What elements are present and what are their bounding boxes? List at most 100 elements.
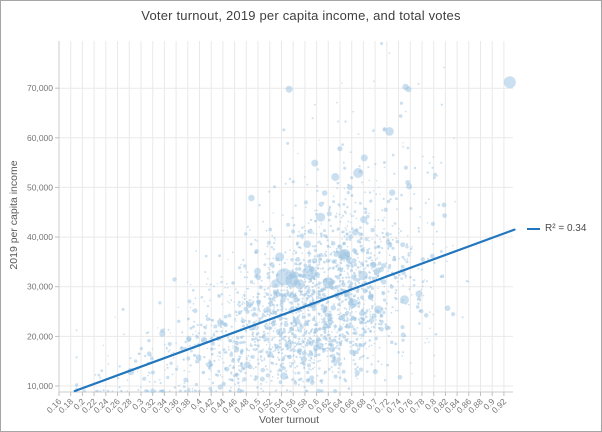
scatter-point[interactable] xyxy=(305,378,310,383)
scatter-point[interactable] xyxy=(374,219,376,221)
scatter-point[interactable] xyxy=(401,355,404,357)
scatter-point[interactable] xyxy=(379,238,381,240)
scatter-point[interactable] xyxy=(269,305,272,308)
scatter-point[interactable] xyxy=(318,252,323,257)
scatter-point[interactable] xyxy=(336,181,340,185)
scatter-point[interactable] xyxy=(419,309,424,314)
scatter-point[interactable] xyxy=(349,297,353,301)
scatter-point[interactable] xyxy=(284,182,287,185)
scatter-point[interactable] xyxy=(341,279,345,283)
scatter-point[interactable] xyxy=(357,347,361,351)
scatter-point[interactable] xyxy=(359,241,362,244)
scatter-point[interactable] xyxy=(326,211,332,217)
scatter-point[interactable] xyxy=(357,301,361,305)
scatter-point[interactable] xyxy=(435,230,438,233)
scatter-point[interactable] xyxy=(285,317,288,321)
scatter-point[interactable] xyxy=(422,294,425,297)
scatter-point[interactable] xyxy=(372,354,374,356)
scatter-point[interactable] xyxy=(337,203,341,207)
scatter-point[interactable] xyxy=(331,243,333,246)
scatter-point[interactable] xyxy=(279,309,282,311)
scatter-point[interactable] xyxy=(234,318,237,320)
scatter-point[interactable] xyxy=(272,289,277,293)
scatter-point[interactable] xyxy=(210,341,216,346)
scatter-point[interactable] xyxy=(429,327,431,330)
scatter-point[interactable] xyxy=(383,127,387,131)
scatter-point[interactable] xyxy=(286,258,288,261)
scatter-point[interactable] xyxy=(238,304,242,308)
scatter-point[interactable] xyxy=(293,336,295,339)
scatter-point[interactable] xyxy=(369,329,372,333)
scatter-point[interactable] xyxy=(371,276,374,279)
scatter-point[interactable] xyxy=(344,120,347,123)
scatter-point[interactable] xyxy=(314,322,319,327)
scatter-point[interactable] xyxy=(343,259,346,262)
scatter-point[interactable] xyxy=(290,362,294,365)
scatter-point[interactable] xyxy=(296,303,300,306)
scatter-point[interactable] xyxy=(189,364,192,367)
scatter-point[interactable] xyxy=(229,294,231,297)
scatter-point[interactable] xyxy=(272,296,276,300)
scatter-point[interactable] xyxy=(302,334,305,337)
scatter-point[interactable] xyxy=(379,193,381,195)
scatter-point[interactable] xyxy=(431,166,434,169)
scatter-point[interactable] xyxy=(342,203,346,206)
scatter-point[interactable] xyxy=(301,300,304,303)
scatter-point[interactable] xyxy=(354,317,357,320)
scatter-point[interactable] xyxy=(345,319,349,322)
scatter-point[interactable] xyxy=(240,366,245,371)
scatter-point[interactable] xyxy=(363,247,366,249)
scatter-point[interactable] xyxy=(426,222,429,224)
scatter-point[interactable] xyxy=(279,327,282,331)
scatter-point[interactable] xyxy=(366,356,369,360)
scatter-point[interactable] xyxy=(280,306,284,310)
scatter-point[interactable] xyxy=(255,320,257,322)
scatter-point[interactable] xyxy=(413,166,417,170)
scatter-point[interactable] xyxy=(395,197,398,201)
scatter-point[interactable] xyxy=(309,259,312,262)
scatter-point[interactable] xyxy=(169,349,171,351)
scatter-point[interactable] xyxy=(297,371,301,375)
scatter-point[interactable] xyxy=(338,213,341,216)
scatter-point[interactable] xyxy=(329,310,332,313)
scatter-point[interactable] xyxy=(218,254,222,258)
scatter-point[interactable] xyxy=(367,251,370,254)
scatter-point[interactable] xyxy=(251,337,255,341)
scatter-point[interactable] xyxy=(368,308,371,311)
scatter-point[interactable] xyxy=(245,356,248,359)
scatter-point[interactable] xyxy=(281,214,284,216)
scatter-point[interactable] xyxy=(218,319,222,322)
scatter-point[interactable] xyxy=(212,333,216,337)
scatter-point[interactable] xyxy=(321,318,323,321)
scatter-point[interactable] xyxy=(368,256,372,260)
scatter-point[interactable] xyxy=(308,332,311,335)
scatter-point[interactable] xyxy=(335,212,338,215)
scatter-point[interactable] xyxy=(168,390,171,392)
scatter-point[interactable] xyxy=(343,166,347,170)
scatter-point[interactable] xyxy=(336,227,340,231)
scatter-point[interactable] xyxy=(158,301,162,305)
scatter-point[interactable] xyxy=(349,238,352,242)
scatter-point[interactable] xyxy=(417,230,421,233)
scatter-point[interactable] xyxy=(330,252,333,254)
scatter-point[interactable] xyxy=(278,263,281,266)
scatter-point[interactable] xyxy=(307,319,310,322)
scatter-point[interactable] xyxy=(254,325,256,328)
scatter-point[interactable] xyxy=(288,301,290,303)
scatter-point[interactable] xyxy=(381,279,387,285)
scatter-point[interactable] xyxy=(337,290,340,293)
scatter-point[interactable] xyxy=(306,285,308,288)
scatter-point[interactable] xyxy=(258,350,262,354)
scatter-point[interactable] xyxy=(310,294,313,297)
scatter-point[interactable] xyxy=(408,288,411,291)
scatter-point[interactable] xyxy=(345,310,350,315)
scatter-point[interactable] xyxy=(295,241,300,245)
scatter-point[interactable] xyxy=(308,250,311,252)
scatter-point[interactable] xyxy=(338,317,341,320)
scatter-point[interactable] xyxy=(331,267,334,270)
scatter-point[interactable] xyxy=(207,313,209,315)
scatter-point[interactable] xyxy=(314,220,317,223)
scatter-point[interactable] xyxy=(370,287,374,291)
scatter-point[interactable] xyxy=(369,279,372,281)
scatter-point[interactable] xyxy=(248,194,255,202)
